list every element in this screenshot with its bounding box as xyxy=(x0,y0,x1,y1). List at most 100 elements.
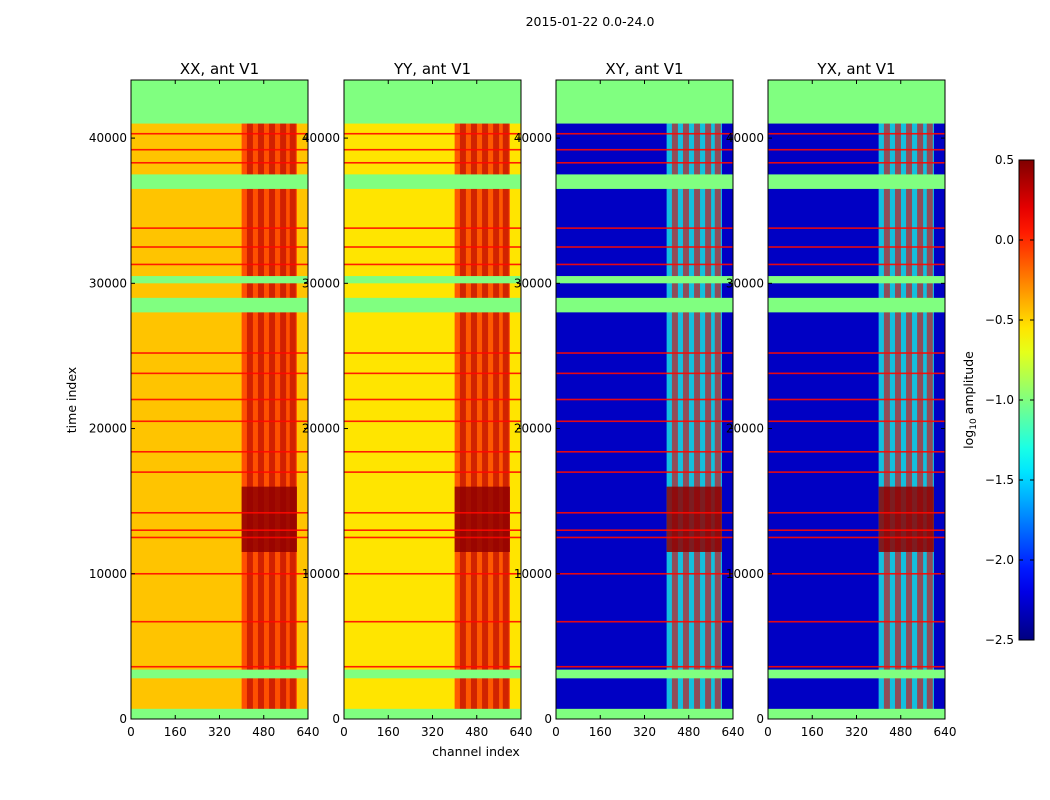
rfi-line xyxy=(131,620,308,623)
rfi-line xyxy=(131,511,308,514)
rfi-line xyxy=(344,536,521,539)
rfi-line xyxy=(344,398,521,401)
rfi-line xyxy=(768,420,945,423)
flagged-time-range xyxy=(768,80,945,124)
figure-suptitle: 2015-01-22 0.0-24.0 xyxy=(526,14,655,29)
rfi-line xyxy=(344,227,521,229)
x-tick-label: 160 xyxy=(377,725,400,739)
colorbar-label: log10 amplitude xyxy=(961,351,979,449)
rfi-line xyxy=(344,420,521,423)
rfi-line xyxy=(131,161,308,164)
panel-4: YX, ant V1 0 160 320 480 640 0 10000 20000 30000 4… xyxy=(726,60,957,739)
flagged-time-range xyxy=(768,174,945,189)
rfi-line xyxy=(344,450,521,453)
rfi-line xyxy=(344,352,521,354)
colorbar: −2.5 −2.0 −1.5 −1.0 −0.5 0.0 0.5 xyxy=(985,153,1035,647)
flagged-time-range xyxy=(344,276,521,284)
flagged-time-range xyxy=(556,174,733,189)
rfi-line xyxy=(344,471,521,473)
y-tick-label: 20000 xyxy=(514,422,552,436)
rfi-line xyxy=(768,263,945,266)
rfi-line xyxy=(556,529,733,532)
flagged-time-range xyxy=(556,669,733,679)
flagged-time-range xyxy=(556,80,733,124)
flagged-time-range xyxy=(768,276,945,284)
burst-region xyxy=(878,486,934,552)
rfi-line xyxy=(768,246,945,248)
flagged-time-range xyxy=(131,276,308,284)
colorbar-tick-label: 0.5 xyxy=(995,153,1014,167)
rfi-line xyxy=(131,529,308,532)
rfi-line xyxy=(556,372,733,375)
rfi-line xyxy=(768,529,945,532)
rfi-line xyxy=(768,132,945,135)
y-tick-label: 0 xyxy=(544,712,552,726)
flagged-time-range xyxy=(556,297,733,313)
rfi-line xyxy=(131,372,308,375)
flagged-time-range xyxy=(131,80,308,124)
y-tick-label: 40000 xyxy=(514,131,552,145)
x-tick-label: 0 xyxy=(764,725,772,739)
x-tick-label: 160 xyxy=(589,725,612,739)
rfi-line xyxy=(768,352,945,354)
x-tick-label: 0 xyxy=(552,725,560,739)
x-tick-label: 320 xyxy=(421,725,444,739)
rfi-line xyxy=(768,161,945,164)
x-tick-label: 160 xyxy=(801,725,824,739)
rfi-line xyxy=(344,148,521,151)
x-tick-label: 640 xyxy=(510,725,533,739)
x-tick-label: 480 xyxy=(252,725,275,739)
y-tick-label: 0 xyxy=(119,712,127,726)
colorbar-tick-label: −0.5 xyxy=(985,313,1014,327)
rfi-line xyxy=(768,572,945,575)
rfi-line xyxy=(344,161,521,164)
flagged-time-range xyxy=(556,276,733,284)
x-tick-label: 640 xyxy=(722,725,745,739)
y-tick-label: 30000 xyxy=(89,276,127,290)
x-tick-label: 320 xyxy=(208,725,231,739)
rfi-line xyxy=(768,511,945,514)
y-tick-label: 40000 xyxy=(726,131,764,145)
rfi-line xyxy=(556,246,733,248)
rfi-line xyxy=(556,572,733,575)
x-axis-label: channel index xyxy=(432,744,520,759)
flagged-time-range xyxy=(344,174,521,189)
colorbar-tick-label: −2.5 xyxy=(985,633,1014,647)
rfi-line xyxy=(344,246,521,248)
rfi-line xyxy=(556,148,733,151)
rfi-line xyxy=(131,471,308,473)
x-tick-label: 480 xyxy=(677,725,700,739)
x-tick-label: 640 xyxy=(934,725,957,739)
y-tick-label: 20000 xyxy=(89,422,127,436)
rfi-line xyxy=(768,620,945,623)
rfi-line xyxy=(556,471,733,473)
rfi-line xyxy=(556,511,733,514)
rfi-line xyxy=(556,620,733,623)
rfi-line xyxy=(131,352,308,354)
colorbar-tick-label: −1.5 xyxy=(985,473,1014,487)
rfi-line xyxy=(768,450,945,453)
rfi-line xyxy=(556,398,733,401)
y-tick-label: 30000 xyxy=(302,276,340,290)
flagged-time-range xyxy=(556,708,733,719)
y-tick-label: 10000 xyxy=(726,567,764,581)
y-tick-label: 20000 xyxy=(726,422,764,436)
panel-title: XY, ant V1 xyxy=(605,60,683,78)
y-tick-label: 40000 xyxy=(89,131,127,145)
colorbar-tick-label: −2.0 xyxy=(985,553,1014,567)
burst-region xyxy=(454,486,510,552)
x-tick-label: 320 xyxy=(633,725,656,739)
flagged-time-range xyxy=(131,174,308,189)
y-tick-label: 40000 xyxy=(302,131,340,145)
y-tick-label: 20000 xyxy=(302,422,340,436)
rfi-line xyxy=(131,536,308,539)
rfi-line xyxy=(131,148,308,151)
flagged-time-range xyxy=(131,297,308,313)
x-tick-label: 480 xyxy=(465,725,488,739)
flagged-time-range xyxy=(768,297,945,313)
y-axis-label: time index xyxy=(64,367,79,433)
x-tick-label: 320 xyxy=(845,725,868,739)
rfi-line xyxy=(768,471,945,473)
colorbar-tick-label: 0.0 xyxy=(995,233,1014,247)
burst-region xyxy=(241,486,297,552)
